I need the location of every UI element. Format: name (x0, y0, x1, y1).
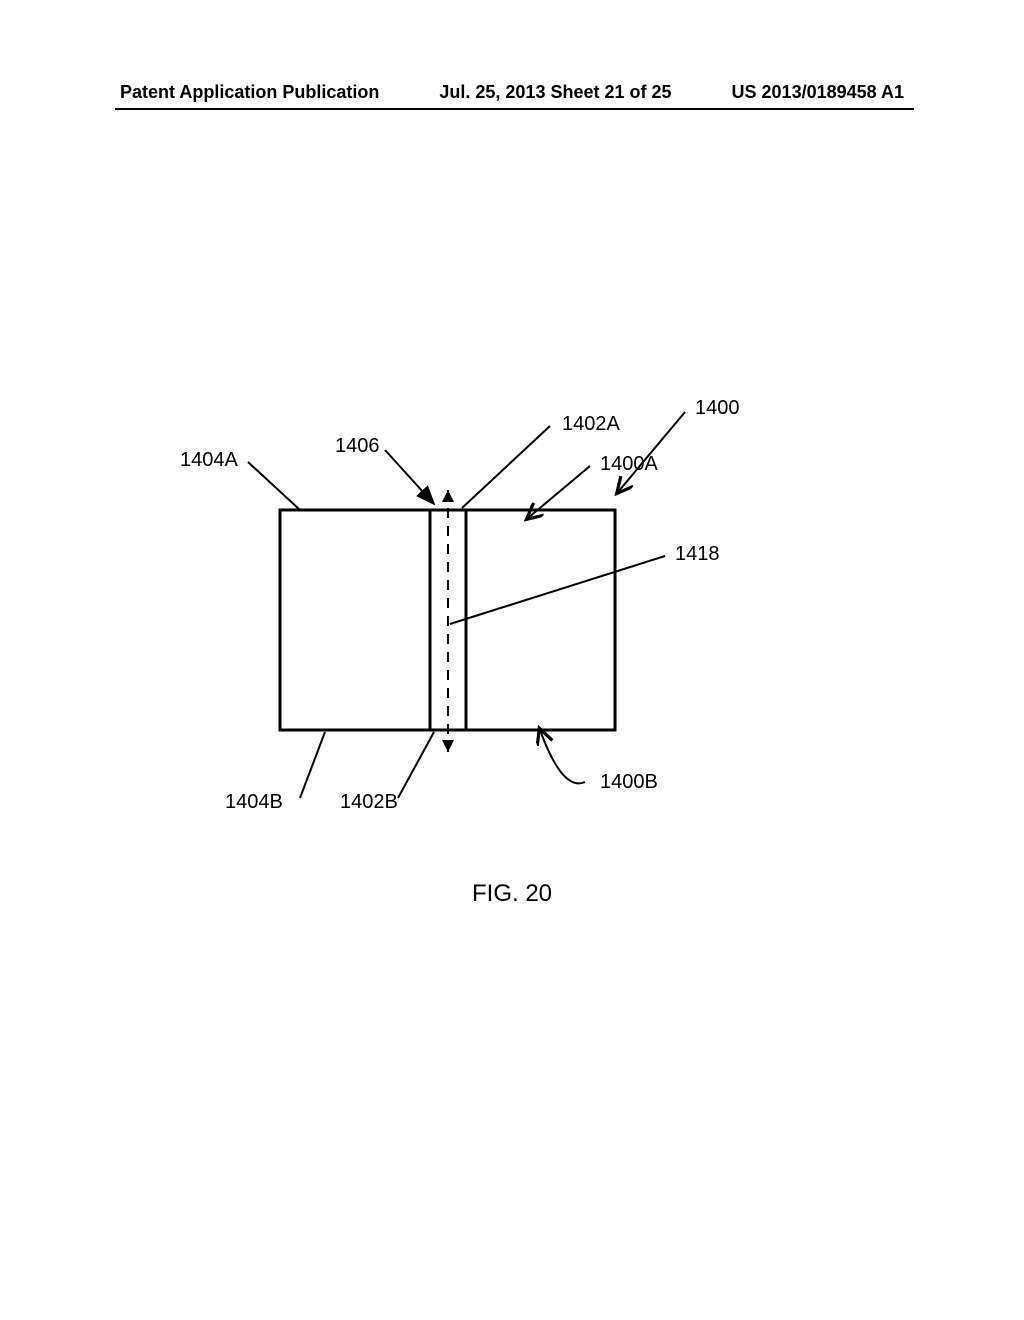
page: Patent Application Publication Jul. 25, … (0, 0, 1024, 1320)
figure-20: 1404A 1406 1402A 1400 1400A 1418 1400B 1404B 140… (0, 400, 1024, 840)
leader-1418 (450, 556, 665, 624)
ref-label-1406: 1406 (335, 435, 380, 457)
leader-1404B (300, 732, 325, 798)
header-patent-no: US 2013/0189458 A1 (732, 82, 904, 103)
figure-caption: FIG. 20 (0, 880, 1024, 908)
ref-label-1418: 1418 (675, 543, 720, 565)
ref-label-1402A: 1402A (562, 413, 620, 435)
leader-1406 (385, 450, 434, 504)
ref-label-1400A: 1400A (600, 453, 658, 475)
leader-1404A (248, 462, 300, 510)
ref-label-1402B: 1402B (340, 791, 398, 813)
header-publication: Patent Application Publication (120, 82, 379, 103)
ref-label-1400B: 1400B (600, 771, 658, 793)
header-rule (115, 108, 914, 110)
ref-label-1400: 1400 (695, 400, 740, 419)
ref-label-1404A: 1404A (180, 449, 238, 471)
ref-label-1404B: 1404B (225, 791, 283, 813)
leader-1400B (540, 730, 585, 783)
leader-1400 (618, 412, 685, 492)
header-sheet-info: Jul. 25, 2013 Sheet 21 of 25 (439, 82, 671, 103)
figure-svg: 1404A 1406 1402A 1400 1400A 1418 1400B 1404B 140… (0, 400, 1024, 840)
page-header: Patent Application Publication Jul. 25, … (0, 82, 1024, 103)
leader-1402B (398, 732, 434, 798)
leader-1402A (462, 426, 550, 508)
